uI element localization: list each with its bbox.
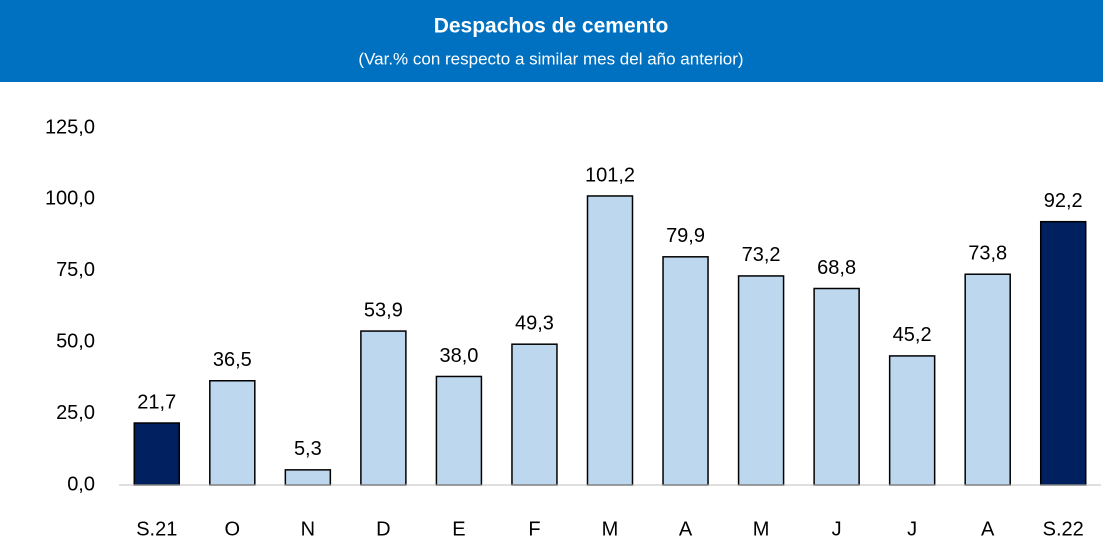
- value-label: 49,3: [515, 312, 554, 334]
- bar: [435, 375, 483, 486]
- bar: [284, 469, 332, 486]
- value-label: 68,8: [817, 257, 856, 279]
- value-label: 79,9: [666, 225, 705, 247]
- value-label: 45,2: [893, 324, 932, 346]
- x-tick-label: N: [301, 518, 315, 540]
- x-tick-label: E: [452, 518, 465, 540]
- bar: [813, 287, 860, 486]
- y-tick-label: 50,0: [56, 330, 95, 352]
- value-label: 36,5: [213, 349, 252, 371]
- title-banner: [0, 0, 1103, 82]
- value-label: 73,2: [742, 244, 781, 266]
- y-tick-label: 0,0: [67, 473, 95, 495]
- x-tick-label: A: [981, 518, 995, 540]
- value-label: 38,0: [439, 345, 478, 367]
- y-tick-label: 25,0: [56, 402, 95, 424]
- value-label: 92,2: [1044, 190, 1083, 212]
- x-tick-label: J: [832, 518, 842, 540]
- bar: [511, 343, 558, 486]
- x-tick-label: J: [907, 518, 917, 540]
- x-tick-label: D: [376, 518, 390, 540]
- x-tick-label: O: [225, 518, 241, 540]
- bar: [737, 275, 785, 486]
- bar: [964, 273, 1011, 486]
- y-tick-label: 100,0: [45, 188, 95, 210]
- y-tick-label: 75,0: [56, 259, 95, 281]
- value-label: 101,2: [585, 164, 635, 186]
- x-tick-label: A: [679, 518, 693, 540]
- x-tick-label: M: [602, 518, 619, 540]
- x-tick-label: S.21: [136, 518, 177, 540]
- chart-title: Despachos de cemento: [434, 15, 669, 38]
- value-label: 5,3: [294, 438, 322, 460]
- bar: [888, 355, 936, 486]
- x-tick-label: S.22: [1043, 518, 1084, 540]
- chart-subtitle: (Var.% con respecto a similar mes del añ…: [358, 49, 743, 68]
- x-tick-label: F: [528, 518, 540, 540]
- value-label: 53,9: [364, 299, 403, 321]
- value-label: 73,8: [968, 243, 1007, 265]
- value-label: 21,7: [137, 391, 176, 413]
- bar: [586, 195, 634, 486]
- bar: [360, 330, 407, 486]
- bar: [209, 380, 256, 486]
- bar: [133, 422, 181, 486]
- bar: [1039, 220, 1087, 486]
- y-tick-label: 125,0: [45, 116, 95, 138]
- bar: [662, 256, 709, 486]
- x-tick-label: M: [753, 518, 770, 540]
